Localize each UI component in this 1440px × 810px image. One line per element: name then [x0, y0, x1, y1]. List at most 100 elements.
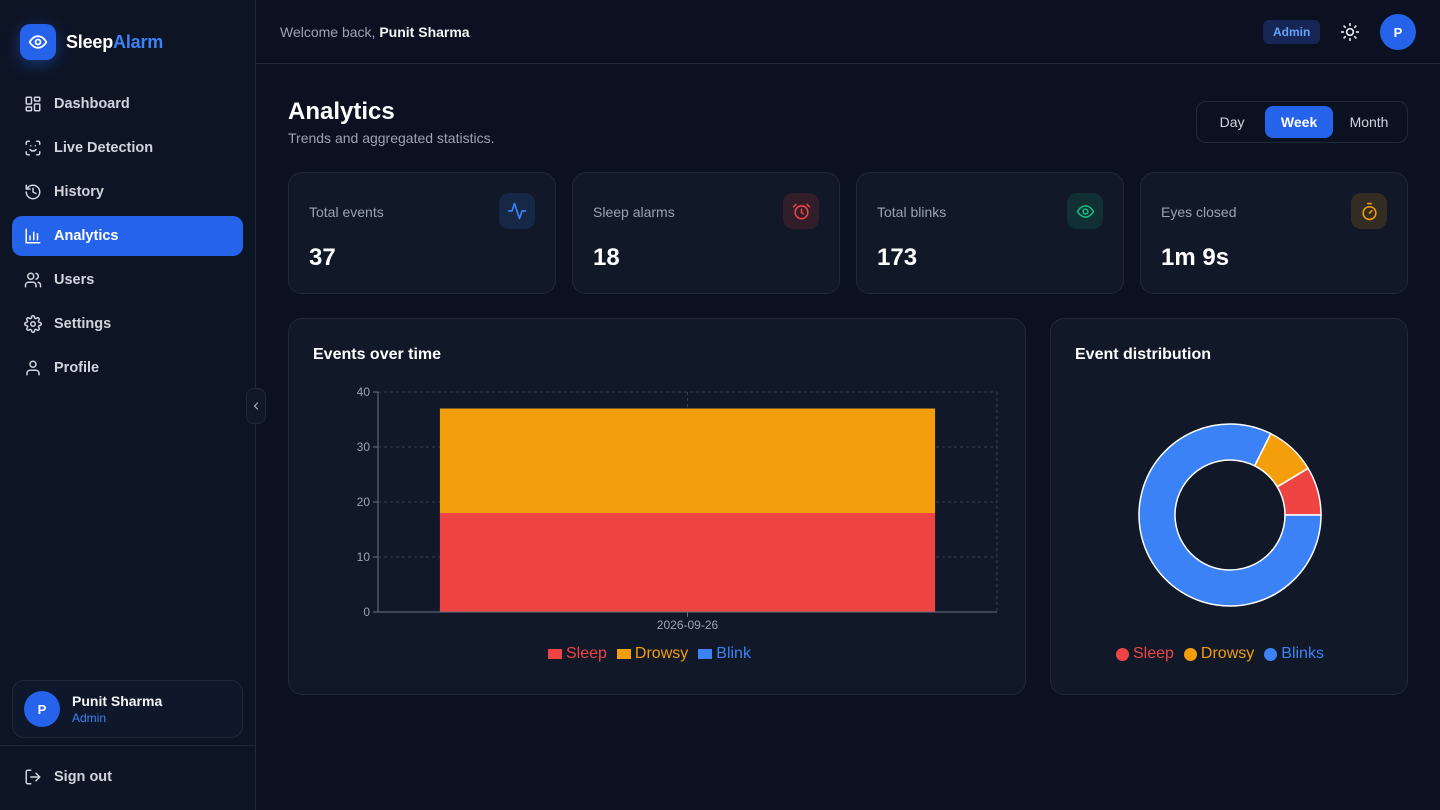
- stat-label: Total events: [309, 204, 384, 220]
- y-tick-label: 40: [357, 385, 371, 399]
- history-icon: [25, 184, 41, 200]
- events-over-time-card: Events over time 0 10 20 30 40 2026-09-26 Sle…: [288, 318, 1026, 695]
- avatar: P: [24, 691, 60, 727]
- stat-value: 173: [877, 244, 918, 271]
- chart-title: Event distribution: [1075, 346, 1211, 363]
- legend-swatch: [1264, 647, 1278, 661]
- sidebar-item-settings[interactable]: Settings: [12, 304, 243, 344]
- eye-logo-icon: [20, 24, 56, 60]
- divider: [0, 745, 256, 746]
- scan-face-icon: [25, 140, 41, 156]
- range-week-button[interactable]: Week: [1265, 106, 1334, 138]
- sidebar-item-live-detection[interactable]: Live Detection: [12, 128, 243, 168]
- legend-swatch: [1116, 647, 1129, 661]
- legend-label: Drowsy: [1200, 645, 1255, 662]
- gear-icon: [24, 315, 42, 333]
- sidebar-item-label: Users: [54, 272, 95, 288]
- user-role: Admin: [72, 711, 107, 725]
- stat-label: Total blinks: [877, 204, 947, 220]
- chart-legend: Sleep Drowsy Blink: [548, 645, 751, 663]
- slice-blinks: [1138, 423, 1322, 607]
- sidebar-item-users[interactable]: Users: [12, 260, 243, 300]
- sidebar-item-label: Analytics: [54, 228, 119, 244]
- legend-label: Drowsy: [634, 645, 689, 662]
- legend-item-sleep[interactable]: Sleep: [1116, 645, 1174, 663]
- sidebar-item-analytics[interactable]: Analytics: [12, 216, 243, 256]
- legend-label: Blink: [716, 645, 751, 662]
- chevron-left-icon: [253, 402, 259, 410]
- legend-item-sleep[interactable]: Sleep: [548, 645, 607, 663]
- stat-card-eyes-closed: Eyes closed 1m 9s: [1140, 172, 1408, 294]
- page-title: Analytics: [288, 98, 395, 125]
- stat-label: Sleep alarms: [593, 204, 675, 220]
- stat-card-sleep-alarms: Sleep alarms 18: [572, 172, 840, 294]
- sidebar: SleepAlarm Dashboard Live Detection Hist…: [0, 0, 256, 810]
- avatar[interactable]: P: [1380, 14, 1416, 50]
- y-tick-label: 30: [357, 440, 371, 454]
- sidebar-item-history[interactable]: History: [12, 172, 243, 212]
- events-bar-chart: 0 10 20 30 40 2026-09-26: [357, 385, 998, 632]
- legend-swatch: [1183, 647, 1197, 661]
- user-icon: [26, 360, 40, 376]
- sidebar-user-card[interactable]: P Punit Sharma Admin: [12, 680, 243, 738]
- bar-drowsy: [439, 408, 936, 513]
- brand[interactable]: SleepAlarm: [20, 24, 163, 60]
- activity-icon: [499, 193, 535, 229]
- range-month-button[interactable]: Month: [1349, 114, 1389, 130]
- theme-toggle-button[interactable]: [1338, 20, 1362, 44]
- range-day-button[interactable]: Day: [1219, 114, 1245, 130]
- log-out-icon: [25, 769, 41, 785]
- sidebar-nav: Dashboard Live Detection History Analyti…: [12, 84, 243, 392]
- legend-swatch: [698, 649, 713, 659]
- range-selector: Day Week Month: [1196, 101, 1408, 143]
- stat-card-total-blinks: Total blinks 173: [856, 172, 1124, 294]
- welcome-user-name: Punit Sharma: [379, 24, 470, 40]
- legend-label: Sleep: [566, 645, 607, 662]
- sidebar-item-label: Profile: [54, 360, 100, 376]
- grid-icon: [25, 96, 41, 112]
- sidebar-item-dashboard[interactable]: Dashboard: [12, 84, 243, 124]
- alarm-clock-icon: [783, 193, 819, 229]
- stat-card-total-events: Total events 37: [288, 172, 556, 294]
- legend-swatch: [548, 649, 562, 659]
- legend-item-drowsy[interactable]: Drowsy: [1183, 645, 1255, 663]
- sidebar-item-label: Dashboard: [54, 96, 130, 112]
- legend-item-blinks[interactable]: Blinks: [1264, 645, 1324, 663]
- legend-swatch: [616, 649, 631, 659]
- legend-label: Sleep: [1133, 645, 1174, 662]
- sidebar-item-label: Live Detection: [54, 140, 154, 156]
- bar-sleep: [439, 513, 936, 612]
- sidebar-item-label: Settings: [54, 316, 112, 332]
- event-donut-chart: [1138, 423, 1322, 607]
- welcome-text: Welcome back, Punit Sharma: [280, 24, 470, 40]
- chart-legend: Sleep Drowsy Blinks: [1116, 645, 1324, 663]
- eye-icon: [1067, 193, 1103, 229]
- sign-out-button[interactable]: Sign out: [24, 768, 112, 786]
- sidebar-item-label: History: [54, 184, 104, 200]
- event-distribution-card: Event distribution Sleep Drowsy Blinks: [1050, 318, 1408, 695]
- legend-item-drowsy[interactable]: Drowsy: [616, 645, 689, 663]
- users-icon: [24, 272, 42, 288]
- role-badge: Admin: [1263, 20, 1321, 44]
- stat-label: Eyes closed: [1161, 204, 1237, 220]
- topbar: Welcome back, Punit Sharma Admin P: [256, 0, 1440, 64]
- y-tick-label: 10: [357, 550, 371, 564]
- legend-label: Blinks: [1281, 645, 1324, 662]
- user-name: Punit Sharma: [72, 693, 163, 709]
- stat-value: 37: [309, 244, 336, 271]
- sidebar-item-profile[interactable]: Profile: [12, 348, 243, 388]
- y-tick-label: 20: [357, 495, 371, 509]
- stat-value: 18: [593, 244, 620, 271]
- collapse-sidebar-button[interactable]: [246, 388, 266, 424]
- stat-value: 1m 9s: [1161, 244, 1230, 271]
- chart-title: Events over time: [313, 346, 442, 363]
- legend-item-blink[interactable]: Blink: [698, 645, 751, 663]
- y-tick-label: 0: [363, 605, 370, 619]
- page-subtitle: Trends and aggregated statistics.: [288, 130, 495, 146]
- app-name: SleepAlarm: [66, 31, 164, 52]
- sign-out-label: Sign out: [54, 769, 112, 785]
- timer-icon: [1351, 193, 1387, 229]
- x-tick-label: 2026-09-26: [657, 618, 719, 632]
- bar-chart-icon: [25, 228, 41, 244]
- sun-icon: [1340, 22, 1360, 42]
